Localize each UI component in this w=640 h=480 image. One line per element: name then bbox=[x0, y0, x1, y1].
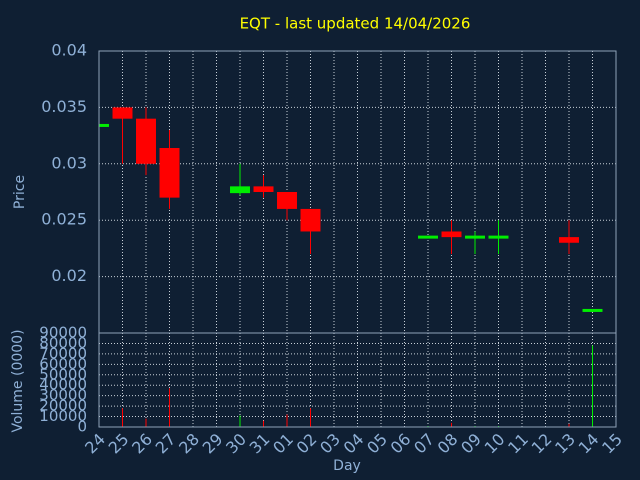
volume-tick-label: 80000 bbox=[39, 334, 87, 352]
candle-body bbox=[488, 235, 509, 239]
y-axis-label: Price bbox=[12, 175, 28, 209]
candle-body bbox=[300, 208, 321, 232]
candle-body bbox=[465, 235, 485, 239]
candle-body bbox=[159, 148, 180, 198]
x-axis-label: Day bbox=[333, 458, 361, 474]
volume-tick-label: 40000 bbox=[39, 376, 87, 394]
candle-body bbox=[559, 237, 579, 243]
volume-tick-label: 60000 bbox=[39, 355, 87, 373]
candle-body bbox=[136, 118, 156, 164]
chart-title: EQT - last updated 14/04/2026 bbox=[240, 15, 471, 33]
candle-body bbox=[277, 192, 297, 209]
candle-body bbox=[441, 231, 462, 238]
volume-tick-label: 50000 bbox=[39, 365, 87, 383]
y-tick-label: 0.035 bbox=[41, 97, 87, 116]
candle-body bbox=[253, 186, 274, 192]
candle-body bbox=[418, 235, 438, 239]
volume-frame bbox=[98, 332, 617, 428]
volume-tick-label: 10000 bbox=[39, 407, 87, 425]
volume-tick-label: 20000 bbox=[39, 397, 87, 415]
volume-tick-label: 0 bbox=[77, 418, 87, 436]
volume-axis-label: Volume (0000) bbox=[10, 329, 26, 432]
y-tick-label: 0.025 bbox=[41, 210, 87, 229]
volume-tick-label: 30000 bbox=[39, 386, 87, 404]
candle-body bbox=[99, 123, 109, 127]
candle-body bbox=[112, 107, 133, 119]
y-tick-label: 0.03 bbox=[51, 153, 87, 172]
candle-body bbox=[582, 308, 603, 312]
y-tick-label: 0.02 bbox=[51, 266, 87, 285]
candle-body bbox=[230, 186, 250, 194]
y-tick-label: 0.04 bbox=[51, 41, 87, 60]
volume-tick-label: 90000 bbox=[39, 324, 87, 342]
volume-tick-label: 70000 bbox=[39, 344, 87, 362]
